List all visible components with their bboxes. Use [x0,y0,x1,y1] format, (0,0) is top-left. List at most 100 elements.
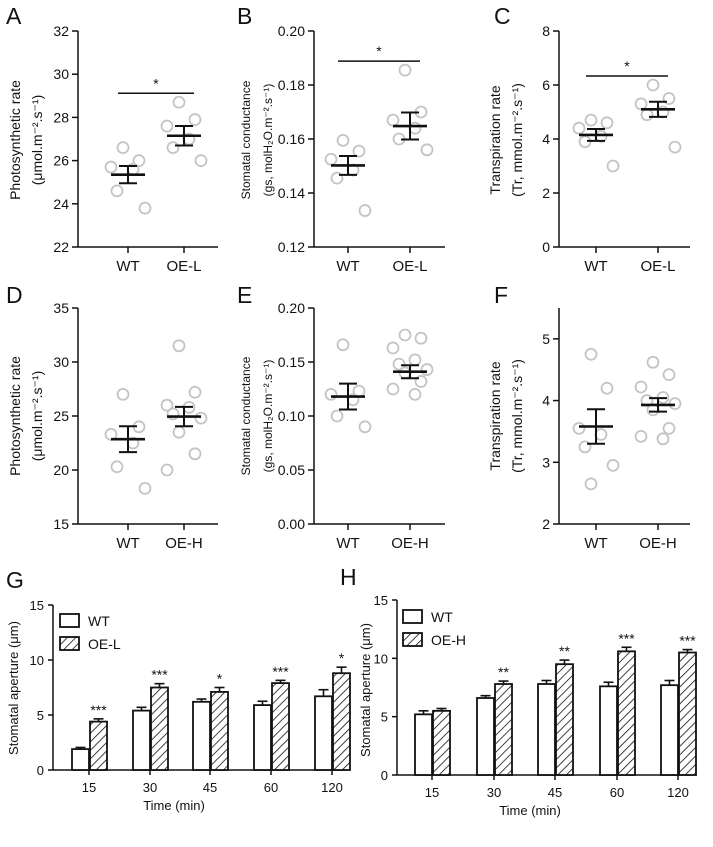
data-point [584,477,598,491]
data-point [408,387,422,401]
y-tick-label: 10 [30,653,44,668]
y-axis-label-line: (Tr, mmol.m⁻².s⁻¹) [509,83,525,197]
x-axis-label: Time (min) [499,803,561,818]
x-tick-label: OE-H [165,535,203,552]
y-tick-label: 4 [542,131,550,147]
data-point [160,119,174,133]
bar-wt [132,709,151,771]
data-point [358,204,372,217]
data-point [662,368,676,382]
legend-label: OE-H [431,632,466,648]
y-tick-label: 0.20 [278,23,305,39]
y-tick-label: 24 [53,196,69,212]
significance-mark: ** [498,664,509,680]
data-point [352,144,366,158]
data-point [110,184,124,198]
y-axis-label-line: Transpiration rate [487,361,503,470]
data-point [662,92,676,105]
significance-mark: ** [559,643,570,659]
data-point [398,63,412,77]
data-point [584,347,598,361]
panel-c: C 0 2 4 6 8 WT OE-L Transpiration rate (Tr, mmol.… [487,3,690,275]
y-tick-label: 5 [381,710,388,725]
data-point [188,447,202,461]
bar-oe [432,709,451,776]
data-point [336,338,350,352]
x-tick-label: WT [336,535,359,552]
bar-wt [192,700,211,771]
data-point [188,113,202,126]
data-point [116,141,130,155]
bar-oe [494,683,513,776]
y-tick-label: 4 [542,393,550,409]
y-tick-label: 32 [53,23,69,39]
data-point [408,121,422,135]
data-point [600,116,614,130]
data-point [116,387,130,401]
bar-wt [253,704,272,771]
y-tick-label: 0.18 [278,77,305,93]
significance-mark: *** [679,633,696,649]
bar-oe [332,672,351,771]
y-tick-label: 26 [53,153,69,169]
y-tick-label: 6 [542,77,550,93]
bar-wt [537,683,556,776]
y-tick-label: 30 [53,66,69,82]
bar-wt [599,685,618,776]
data-point [110,460,124,474]
x-tick-label: OE-H [391,535,429,552]
bar-oe [89,720,108,771]
x-tick-label: 45 [548,785,562,800]
x-tick-label: 15 [82,780,96,795]
significance-mark: *** [272,663,289,679]
data-point [646,78,660,92]
y-tick-label: 8 [542,23,550,39]
data-point [160,463,174,477]
x-tick-label: WT [116,535,139,552]
panel-e: E 0.00 0.05 0.10 0.15 0.20 WT OE-H Stomatal cond… [237,282,445,552]
data-point [194,154,208,168]
y-tick-label: 30 [53,354,69,370]
data-point [420,363,434,376]
y-axis-label-line: Photosynthetic rate [7,356,23,476]
legend-label: WT [88,613,110,629]
y-tick-label: 0 [37,763,44,778]
data-point [358,420,372,434]
y-tick-label: 2 [542,185,550,201]
x-tick-label: OE-L [392,258,427,275]
y-axis-label-line: (μmol.m⁻².s⁻¹) [29,371,45,462]
panel-letter: B [237,3,252,29]
x-axis-label: Time (min) [143,798,205,813]
data-point [324,387,338,401]
x-tick-label: WT [336,258,359,275]
y-tick-label: 0.05 [278,462,305,478]
data-point [656,432,670,446]
x-tick-label: OE-L [640,258,675,275]
significance-mark: *** [151,667,168,683]
data-point [572,421,586,435]
y-tick-label: 15 [53,516,69,532]
y-tick-label: 35 [53,300,69,316]
panel-letter: G [6,567,24,593]
x-tick-label: 15 [425,785,439,800]
y-axis-label: Stomatal conductance (gs, molH₂O.m⁻².s⁻¹) [239,356,275,475]
data-point [172,425,186,439]
legend-label: WT [431,609,453,625]
y-axis-label-line: Stomatal conductance [239,80,253,199]
x-tick-label: OE-H [639,535,677,552]
panel-letter: C [494,3,511,29]
x-tick-label: 30 [487,785,501,800]
y-tick-label: 0 [381,768,388,783]
y-axis-label: Stomatal aperture (μm) [6,621,21,755]
y-axis-label-line: (μmol.m⁻².s⁻¹) [29,95,45,186]
x-tick-label: 120 [667,785,689,800]
panel-d: D 15 20 25 30 35 WT OE-H Photosynthetic rate (μmo… [6,282,218,552]
data-point [172,339,186,353]
data-point [386,382,400,396]
y-tick-label: 0.16 [278,131,305,147]
legend-swatch [402,609,423,624]
x-tick-label: 45 [203,780,217,795]
data-point [606,458,620,472]
y-axis-label: Photosynthetic rate (μmol.m⁻².s⁻¹) [7,356,45,476]
y-axis-label-line: (Tr, mmol.m⁻².s⁻¹) [509,359,525,473]
